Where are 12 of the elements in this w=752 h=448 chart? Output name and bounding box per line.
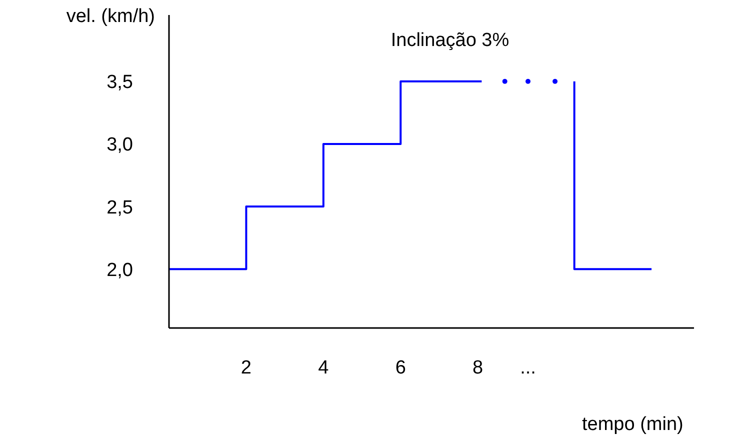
y-tick-label: 2,5 xyxy=(106,197,133,218)
x-axis-title: tempo (min) xyxy=(582,414,684,436)
x-tick-label: 4 xyxy=(318,357,330,378)
x-tick-label: 6 xyxy=(395,357,406,378)
y-tick-label: 3,5 xyxy=(106,72,133,94)
y-tick-label: 2,0 xyxy=(106,260,133,281)
x-tick-label: 2 xyxy=(240,357,252,378)
y-axis-title: vel. (km/h) xyxy=(66,6,155,28)
x-tick-label: ... xyxy=(520,357,536,378)
y-tick-label: 3,0 xyxy=(106,134,133,156)
text: Inclinação 3% xyxy=(390,30,510,52)
x-tick-label: 8 xyxy=(472,357,484,378)
